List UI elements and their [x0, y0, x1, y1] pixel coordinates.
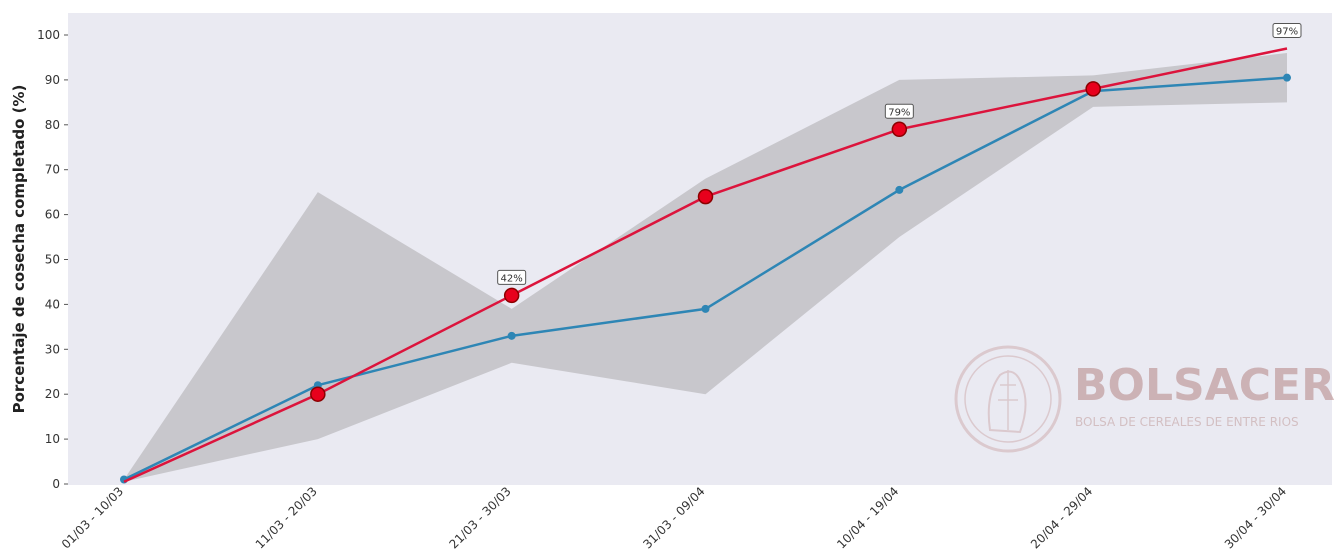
y-tick-label: 10 — [45, 432, 60, 446]
x-tick-label: 20/04 - 29/04 — [1028, 484, 1095, 551]
series-0-point — [891, 121, 908, 138]
series-1-point — [1283, 73, 1291, 82]
range-band — [124, 52, 1287, 482]
x-tick-label: 31/03 - 09/04 — [640, 484, 707, 551]
watermark-title: BOLSACER — [1074, 360, 1335, 411]
watermark-seal — [954, 345, 1062, 453]
series-0-point — [310, 386, 326, 402]
watermark-subtitle: BOLSA DE CEREALES DE ENTRE RIOS — [1075, 415, 1299, 429]
y-tick-label: 30 — [45, 342, 60, 356]
data-label-text: 79% — [888, 107, 910, 118]
series-1-point — [507, 331, 516, 340]
series-1-point — [895, 185, 904, 194]
y-tick-label: 80 — [45, 118, 60, 132]
y-tick-label: 50 — [45, 253, 60, 267]
data-label: 79% — [884, 103, 914, 119]
y-tick-label: 70 — [45, 163, 60, 177]
series-0-point — [697, 188, 714, 205]
data-label-text: 97% — [1276, 26, 1298, 37]
y-tick-label: 0 — [52, 477, 60, 491]
x-tick-label: 11/03 - 20/03 — [253, 484, 320, 551]
data-label-text: 42% — [501, 273, 523, 284]
series-0-point — [1085, 81, 1101, 97]
y-tick-label: 20 — [45, 387, 60, 401]
y-tick-label: 60 — [45, 208, 60, 222]
series-0-point — [503, 287, 520, 304]
data-label: 97% — [1272, 22, 1302, 38]
y-tick-label: 90 — [45, 73, 60, 87]
y-tick-label: 40 — [45, 297, 60, 311]
x-tick-label: 21/03 - 30/03 — [447, 484, 514, 551]
watermark: BOLSACER BOLSA DE CEREALES DE ENTRE RIOS — [954, 345, 1335, 453]
x-tick-label: 30/04 - 30/04 — [1222, 484, 1289, 551]
series-1-point — [701, 304, 710, 313]
data-label: 42% — [497, 269, 527, 285]
y-axis-title: Porcentaje de cosecha completado (%) — [10, 85, 28, 414]
y-tick-label: 100 — [37, 28, 60, 42]
x-tick-label: 01/03 - 10/03 — [59, 484, 126, 551]
x-tick-label: 10/04 - 19/04 — [834, 484, 901, 551]
